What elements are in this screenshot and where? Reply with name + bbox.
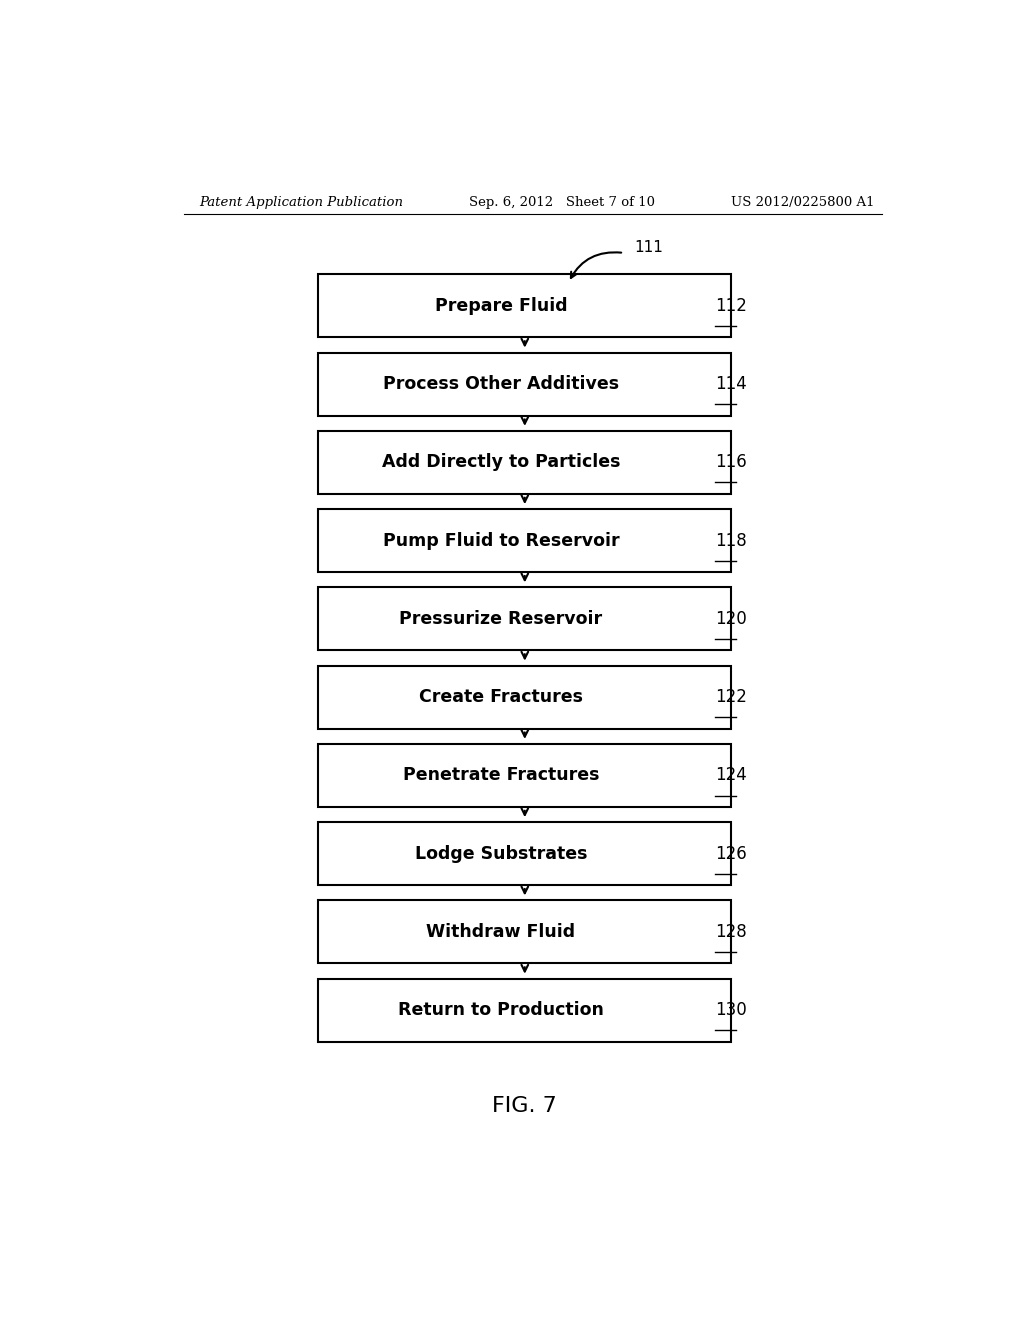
Text: Pressurize Reservoir: Pressurize Reservoir — [399, 610, 602, 628]
Text: 128: 128 — [715, 923, 748, 941]
Text: Lodge Substrates: Lodge Substrates — [415, 845, 587, 862]
FancyBboxPatch shape — [318, 275, 731, 338]
Text: 112: 112 — [715, 297, 748, 314]
Text: Sep. 6, 2012   Sheet 7 of 10: Sep. 6, 2012 Sheet 7 of 10 — [469, 195, 655, 209]
Text: Create Fractures: Create Fractures — [419, 688, 583, 706]
Text: 114: 114 — [715, 375, 748, 393]
FancyBboxPatch shape — [318, 587, 731, 651]
FancyBboxPatch shape — [318, 510, 731, 572]
Text: 126: 126 — [715, 845, 748, 862]
Text: 120: 120 — [715, 610, 748, 628]
FancyBboxPatch shape — [318, 430, 731, 494]
Text: Add Directly to Particles: Add Directly to Particles — [382, 453, 621, 471]
Text: Prepare Fluid: Prepare Fluid — [434, 297, 567, 314]
Text: 116: 116 — [715, 453, 748, 471]
Text: Pump Fluid to Reservoir: Pump Fluid to Reservoir — [383, 532, 620, 549]
Text: 122: 122 — [715, 688, 748, 706]
Text: FIG. 7: FIG. 7 — [493, 1096, 557, 1115]
Text: US 2012/0225800 A1: US 2012/0225800 A1 — [731, 195, 874, 209]
FancyBboxPatch shape — [318, 744, 731, 807]
Text: Withdraw Fluid: Withdraw Fluid — [426, 923, 575, 941]
FancyBboxPatch shape — [318, 665, 731, 729]
Text: Process Other Additives: Process Other Additives — [383, 375, 620, 393]
Text: 118: 118 — [715, 532, 748, 549]
Text: Penetrate Fractures: Penetrate Fractures — [402, 767, 599, 784]
FancyBboxPatch shape — [318, 352, 731, 416]
FancyBboxPatch shape — [318, 900, 731, 964]
Text: 111: 111 — [634, 240, 664, 255]
FancyBboxPatch shape — [318, 978, 731, 1041]
Text: Return to Production: Return to Production — [398, 1001, 604, 1019]
Text: 130: 130 — [715, 1001, 748, 1019]
FancyBboxPatch shape — [318, 822, 731, 886]
Text: 124: 124 — [715, 767, 748, 784]
Text: Patent Application Publication: Patent Application Publication — [200, 195, 403, 209]
